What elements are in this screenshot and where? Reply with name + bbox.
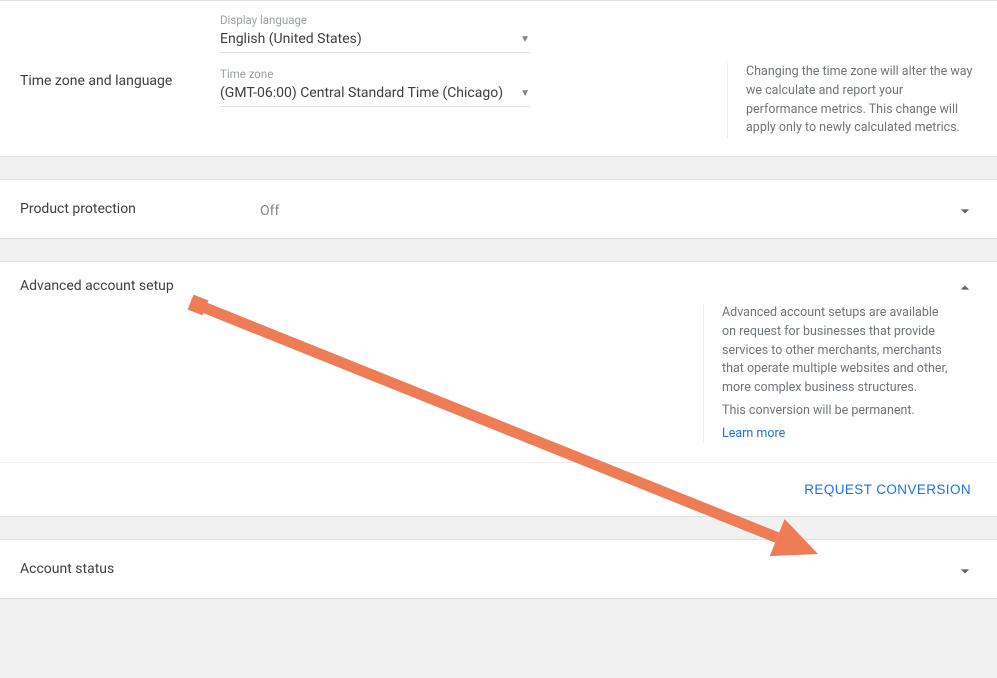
expand-product-protection[interactable]	[953, 197, 977, 221]
section-title-advanced: Advanced account setup	[20, 274, 220, 294]
timezone-fields: Display language English (United States)…	[220, 13, 727, 121]
request-conversion-button[interactable]: Request Conversion	[798, 481, 977, 498]
expand-account-status[interactable]	[953, 557, 977, 581]
time-zone-value: (GMT-06:00) Central Standard Time (Chica…	[220, 85, 503, 101]
advanced-note-line1: Advanced account setups are available on…	[722, 304, 953, 398]
time-zone-label: Time zone	[220, 67, 530, 81]
product-protection-value: Off	[260, 203, 279, 219]
learn-more-link[interactable]: Learn more	[722, 426, 785, 441]
account-status-card[interactable]: Account status	[0, 539, 997, 599]
collapse-advanced[interactable]	[953, 274, 977, 298]
advanced-note: Advanced account setups are available on…	[703, 304, 953, 443]
time-zone-dropdown[interactable]: (GMT-06:00) Central Standard Time (Chica…	[220, 83, 530, 107]
display-language-value: English (United States)	[220, 31, 362, 47]
section-title-timezone: Time zone and language	[20, 13, 220, 89]
advanced-footer: Request Conversion	[0, 462, 997, 516]
display-language-label: Display language	[220, 13, 530, 27]
timezone-language-card: Time zone and language Display language …	[0, 0, 997, 157]
advanced-note-line2: This conversion will be permanent.	[722, 402, 953, 421]
chevron-up-icon	[955, 278, 975, 298]
chevron-down-icon	[955, 201, 975, 221]
display-language-dropdown[interactable]: English (United States) ▼	[220, 29, 530, 53]
chevron-down-icon	[955, 561, 975, 581]
timezone-note: Changing the time zone will alter the wa…	[727, 63, 977, 138]
product-protection-card[interactable]: Product protection Off	[0, 179, 997, 239]
dropdown-icon: ▼	[520, 88, 530, 99]
advanced-account-card: Advanced account setup Advanced account …	[0, 261, 997, 517]
section-title-account-status: Account status	[20, 561, 220, 577]
display-language-field: Display language English (United States)…	[220, 13, 530, 53]
product-protection-value-wrap: Off	[220, 200, 953, 219]
page-wrap: Time zone and language Display language …	[0, 0, 997, 599]
section-title-product-protection: Product protection	[20, 201, 220, 217]
time-zone-field: Time zone (GMT-06:00) Central Standard T…	[220, 67, 530, 107]
dropdown-icon: ▼	[520, 34, 530, 45]
